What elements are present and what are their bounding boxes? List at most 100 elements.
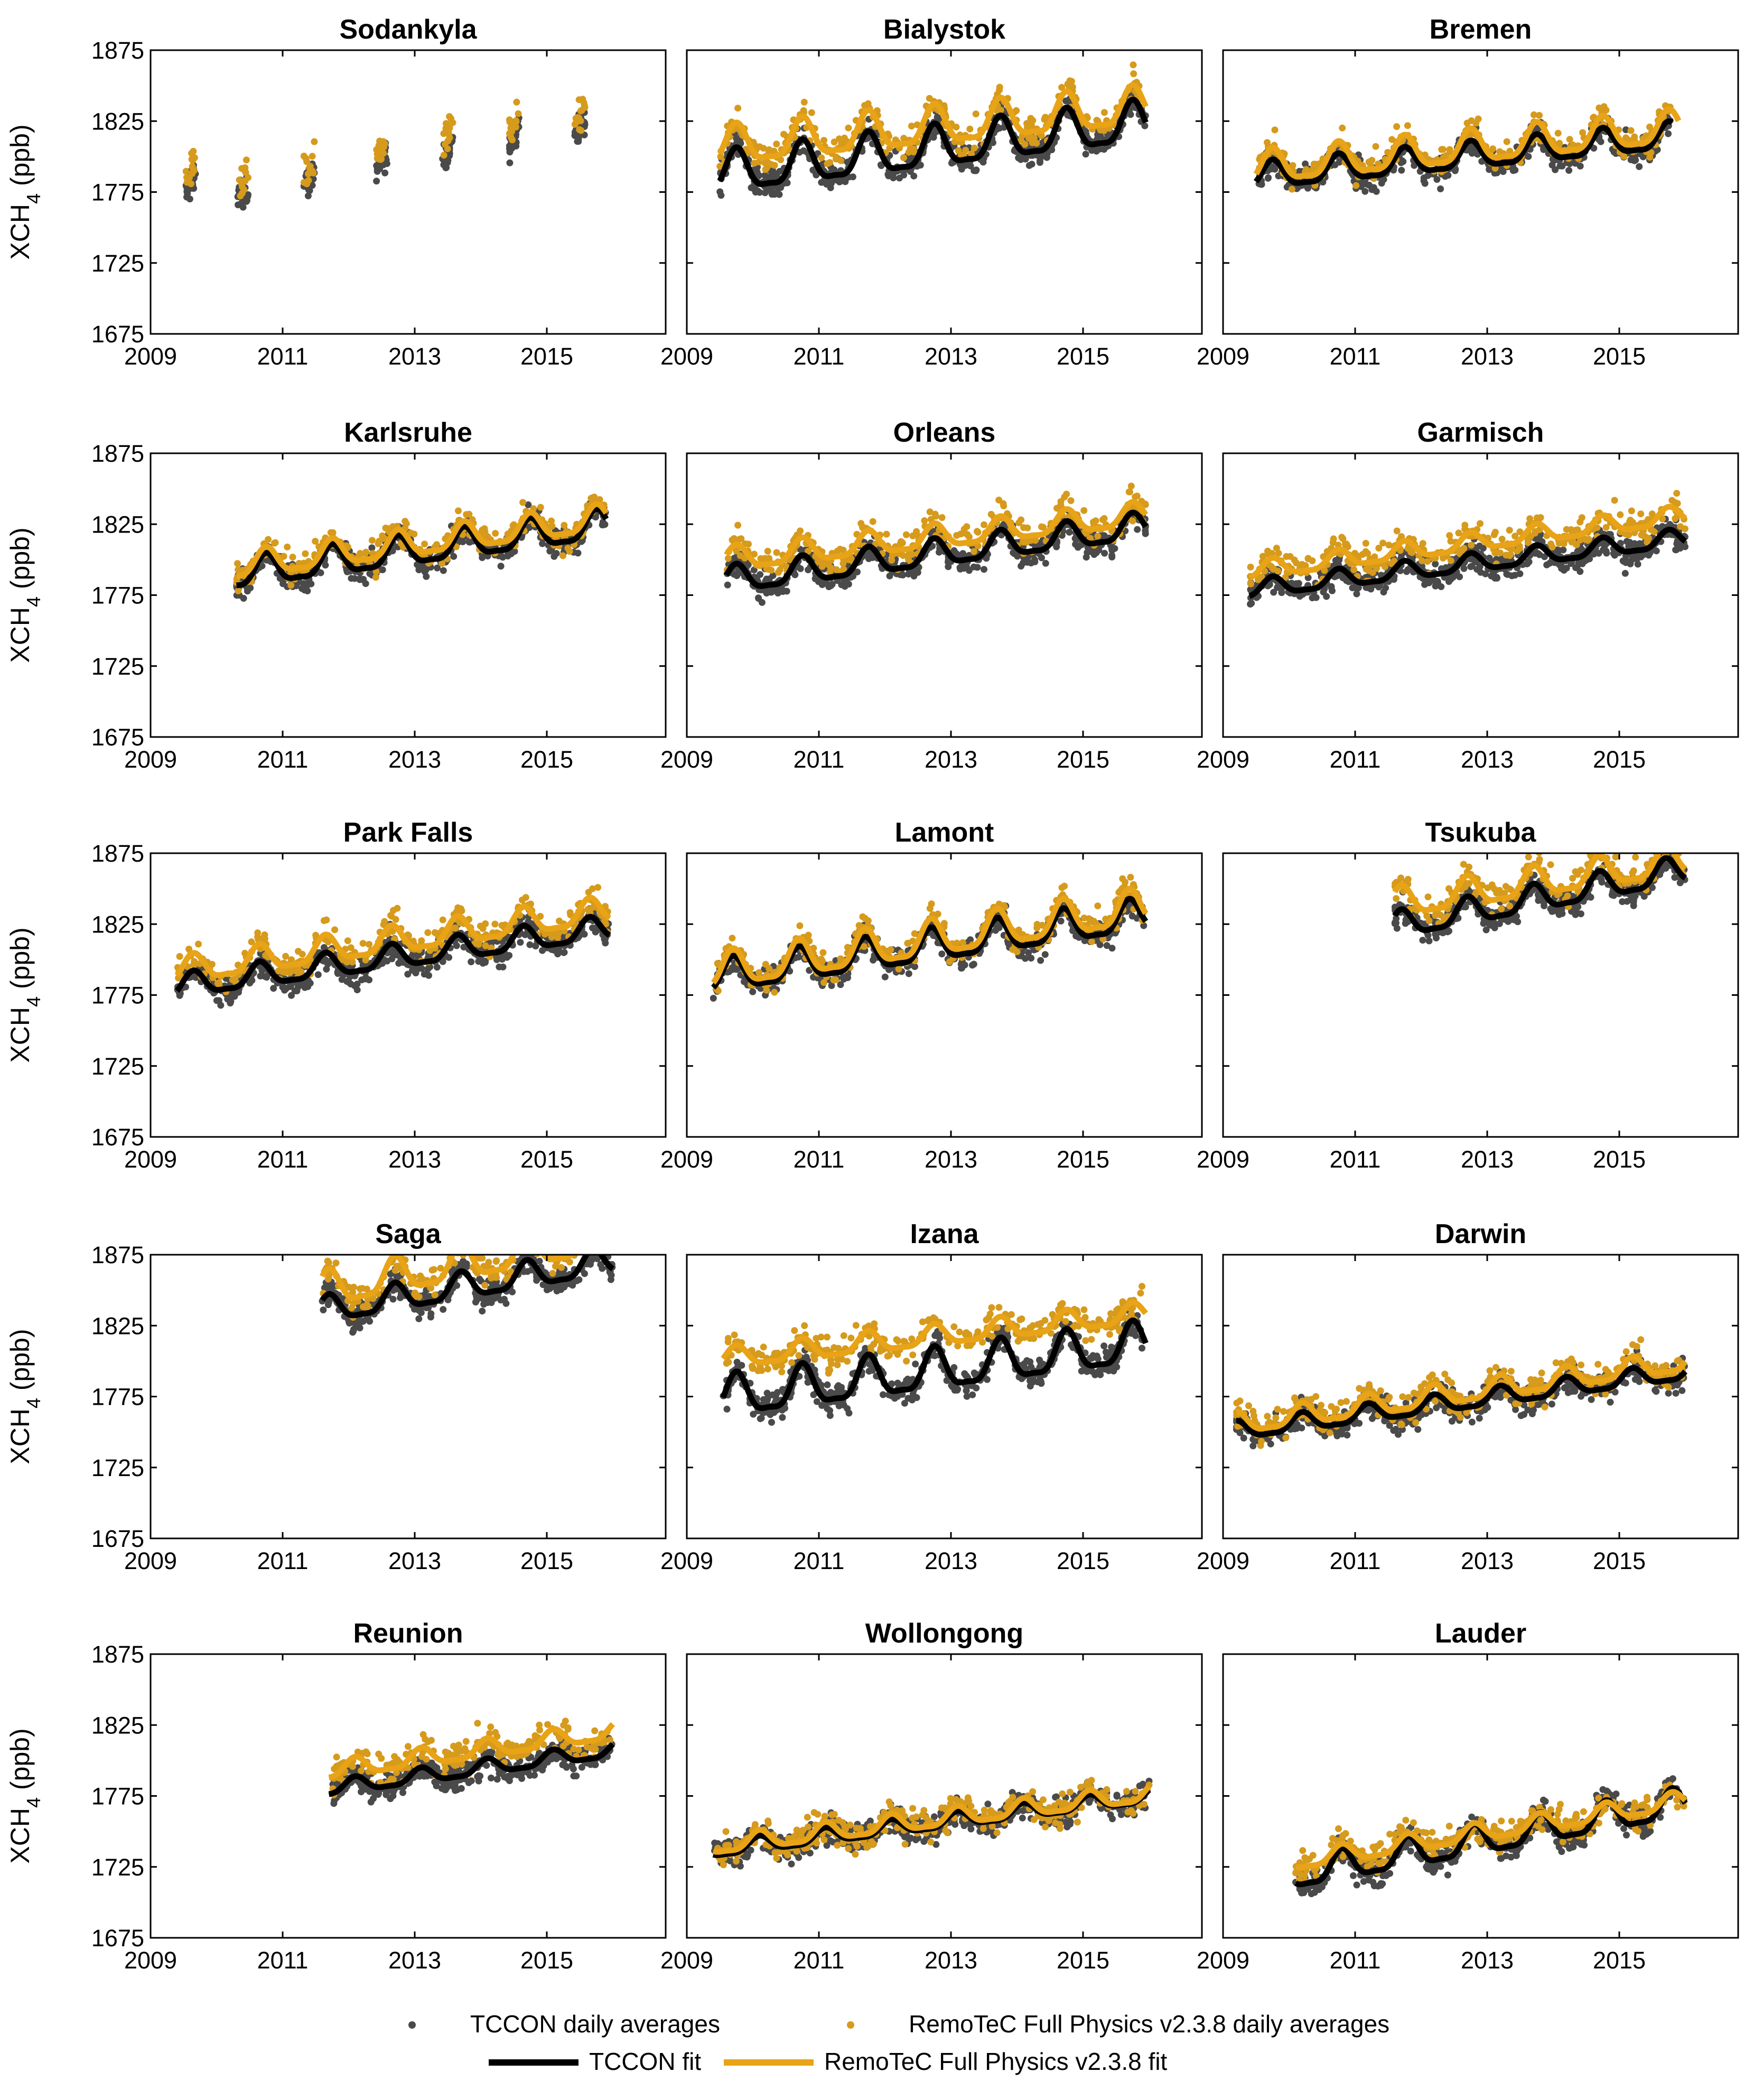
x-tick-label: 2009 xyxy=(660,343,713,370)
remotec-daily-point xyxy=(1593,524,1601,531)
tccon-daily-point xyxy=(930,134,937,141)
remotec-daily-point xyxy=(981,521,987,528)
remotec-daily-point xyxy=(1090,518,1097,526)
tccon-daily-point xyxy=(1536,551,1543,558)
remotec-daily-point xyxy=(1293,559,1300,566)
remotec-daily-point xyxy=(577,127,585,134)
remotec-daily-point xyxy=(775,568,782,576)
tccon-daily-point xyxy=(1467,555,1474,563)
panel-sodankyla: 2009 2011 2013 201518751825177517251675Soda… xyxy=(5,14,667,370)
remotec-daily-point xyxy=(1492,549,1500,556)
remotec-daily-point xyxy=(1364,550,1372,557)
panel-title: Karlsruhe xyxy=(344,417,472,448)
tccon-daily-point xyxy=(1274,584,1281,591)
remotec-daily-point xyxy=(574,114,581,121)
x-tick-label: 2015 xyxy=(1057,746,1109,773)
tccon-daily-point xyxy=(440,567,447,574)
remotec-daily-point xyxy=(1602,106,1610,114)
remotec-daily-point xyxy=(509,522,517,529)
remotec-daily-point xyxy=(1247,563,1254,571)
tccon-fit-line xyxy=(1254,118,1675,186)
remotec-daily-point xyxy=(1352,182,1360,189)
remotec-daily-point xyxy=(265,536,272,543)
tccon-daily-point xyxy=(415,566,423,574)
tccon-daily-point xyxy=(322,562,329,569)
remotec-daily-point xyxy=(971,548,977,555)
remotec-daily-point xyxy=(962,146,969,154)
remotec-daily-point xyxy=(1015,519,1023,527)
remotec-daily-point xyxy=(372,574,379,581)
remotec-daily-point xyxy=(827,564,834,571)
plot-area xyxy=(1253,102,1682,195)
tccon-daily-point xyxy=(1101,549,1108,557)
remotec-daily-point xyxy=(1289,162,1296,169)
remotec-daily-point xyxy=(1650,528,1658,535)
tccon-daily-point xyxy=(1583,556,1590,564)
x-tick-label: 2011 xyxy=(794,746,845,773)
x-tick-label: 2011 xyxy=(257,343,309,370)
tccon-daily-point xyxy=(1320,589,1327,596)
remotec-daily-point xyxy=(1506,527,1513,534)
tccon-daily-point xyxy=(1548,161,1556,169)
tccon-daily-point xyxy=(305,580,312,587)
remotec-daily-point xyxy=(773,549,780,556)
remotec-daily-point xyxy=(242,156,250,164)
remotec-daily-point xyxy=(755,158,762,166)
axes-box xyxy=(150,452,667,738)
tccon-daily-point xyxy=(1134,526,1141,533)
tccon-daily-point xyxy=(240,595,247,602)
remotec-daily-point xyxy=(818,154,825,162)
tccon-daily-point xyxy=(905,571,912,578)
remotec-daily-point xyxy=(537,503,544,511)
remotec-daily-point xyxy=(1339,124,1346,132)
tccon-daily-point xyxy=(1378,180,1385,187)
x-tick-label: 2013 xyxy=(388,343,441,370)
remotec-daily-point xyxy=(931,510,939,518)
remotec-daily-point xyxy=(1350,566,1358,573)
tccon-daily-point xyxy=(839,177,847,184)
remotec-daily-point xyxy=(444,145,451,153)
remotec-daily-point xyxy=(1629,519,1636,526)
tccon-daily-point xyxy=(845,581,852,588)
tccon-daily-point xyxy=(1361,188,1369,195)
tccon-daily-point xyxy=(1084,549,1091,556)
plot-area xyxy=(716,61,1149,199)
panel-title: Bremen xyxy=(1430,14,1532,45)
tccon-daily-point xyxy=(1631,157,1638,164)
x-tick-label: 2013 xyxy=(925,746,977,773)
tccon-daily-point xyxy=(525,501,532,508)
remotec-daily-point xyxy=(300,152,307,160)
remotec-daily-point xyxy=(808,109,815,116)
remotec-daily-point xyxy=(1646,154,1654,161)
axes-box xyxy=(1222,49,1739,335)
tccon-daily-point xyxy=(1011,550,1018,557)
panel-karlsruhe: 2009 2011 2013 201518751825177517251675Karl… xyxy=(5,417,667,773)
remotec-daily-point xyxy=(241,177,249,184)
remotec-daily-point xyxy=(1477,520,1484,527)
tccon-daily-point xyxy=(1278,589,1285,596)
tccon-daily-point xyxy=(1329,587,1336,594)
remotec-daily-point xyxy=(440,130,447,137)
tccon-daily-point xyxy=(459,538,467,545)
remotec-daily-point xyxy=(800,98,808,106)
remotec-daily-point xyxy=(831,138,838,146)
tccon-daily-point xyxy=(1534,126,1542,133)
tccon-daily-point xyxy=(813,171,820,179)
remotec-daily-point xyxy=(1132,493,1139,500)
remotec-daily-point xyxy=(440,152,447,159)
remotec-daily-point xyxy=(284,543,291,550)
tccon-daily-point xyxy=(1437,185,1444,192)
remotec-daily-point xyxy=(905,556,912,563)
tccon-daily-point xyxy=(1017,156,1024,163)
remotec-daily-point xyxy=(444,137,452,145)
remotec-daily-point xyxy=(1099,516,1106,524)
tccon-daily-point xyxy=(757,571,764,578)
remotec-daily-point xyxy=(1041,116,1048,123)
remotec-daily-point xyxy=(1038,523,1045,530)
x-tick-label: 2009 xyxy=(1197,343,1249,370)
tccon-daily-point xyxy=(235,201,241,209)
tccon-daily-point xyxy=(1673,540,1681,547)
remotec-daily-point xyxy=(1472,119,1480,127)
remotec-daily-point xyxy=(373,146,380,153)
